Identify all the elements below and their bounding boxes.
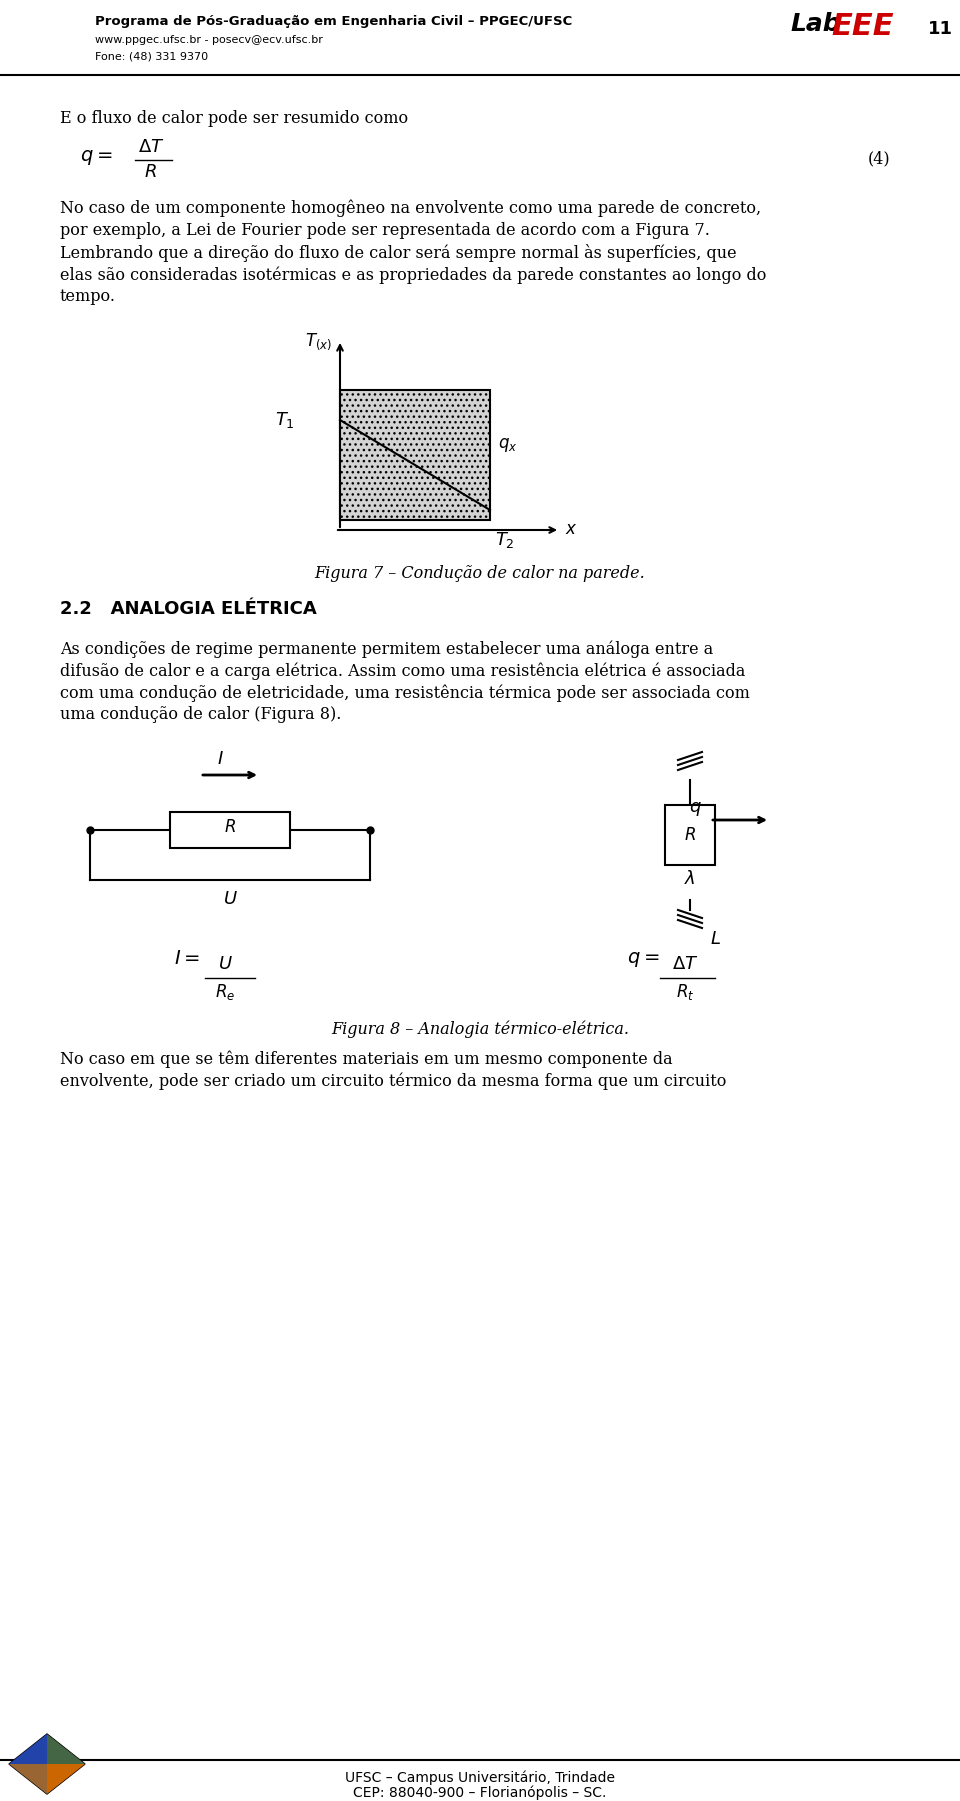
- Text: Programa de Pós-Graduação em Engenharia Civil – PPGEC/UFSC: Programa de Pós-Graduação em Engenharia …: [95, 14, 572, 29]
- Text: com uma condução de eletricidade, uma resistência térmica pode ser associada com: com uma condução de eletricidade, uma re…: [60, 684, 750, 702]
- Text: por exemplo, a Lei de Fourier pode ser representada de acordo com a Figura 7.: por exemplo, a Lei de Fourier pode ser r…: [60, 222, 709, 240]
- Text: $R$: $R$: [144, 164, 156, 180]
- Text: elas são consideradas isotérmicas e as propriedades da parede constantes ao long: elas são consideradas isotérmicas e as p…: [60, 267, 766, 283]
- Text: $q_x$: $q_x$: [498, 436, 517, 454]
- Text: EEE: EEE: [831, 13, 894, 41]
- Text: $q$: $q$: [688, 800, 702, 818]
- Text: No caso em que se têm diferentes materiais em um mesmo componente da: No caso em que se têm diferentes materia…: [60, 1050, 673, 1068]
- Bar: [665, 805, 715, 864]
- Polygon shape: [9, 1734, 85, 1794]
- Text: $\Delta T$: $\Delta T$: [672, 955, 698, 973]
- Text: $\Delta T$: $\Delta T$: [138, 139, 164, 157]
- Text: $q =$: $q =$: [80, 148, 112, 167]
- Text: Lab: Lab: [790, 13, 841, 36]
- Text: uma condução de calor (Figura 8).: uma condução de calor (Figura 8).: [60, 706, 342, 722]
- Text: difusão de calor e a carga elétrica. Assim como uma resistência elétrica é assoc: difusão de calor e a carga elétrica. Ass…: [60, 663, 745, 679]
- Text: $L$: $L$: [710, 929, 721, 947]
- Text: $T_1$: $T_1$: [275, 411, 295, 430]
- Text: Figura 8 – Analogia térmico-elétrica.: Figura 8 – Analogia térmico-elétrica.: [331, 1019, 629, 1037]
- Text: tempo.: tempo.: [60, 288, 116, 304]
- Text: $R_t$: $R_t$: [676, 982, 694, 1001]
- Text: UFSC – Campus Universitário, Trindade: UFSC – Campus Universitário, Trindade: [345, 1770, 615, 1785]
- Text: $\lambda$: $\lambda$: [684, 870, 696, 888]
- Text: $U$: $U$: [218, 955, 232, 973]
- Text: (4): (4): [868, 149, 890, 167]
- Text: $R_e$: $R_e$: [215, 982, 235, 1001]
- Text: $R$: $R$: [224, 819, 236, 836]
- Text: $I =$: $I =$: [174, 949, 200, 967]
- Text: envolvente, pode ser criado um circuito térmico da mesma forma que um circuito: envolvente, pode ser criado um circuito …: [60, 1072, 727, 1090]
- Polygon shape: [47, 1734, 85, 1763]
- Text: $R$: $R$: [684, 827, 696, 843]
- Text: As condições de regime permanente permitem estabelecer uma análoga entre a: As condições de regime permanente permit…: [60, 639, 713, 657]
- Text: $q =$: $q =$: [628, 949, 660, 969]
- Text: CEP: 88040-900 – Florianópolis – SC.: CEP: 88040-900 – Florianópolis – SC.: [353, 1785, 607, 1799]
- Bar: [170, 812, 290, 848]
- Polygon shape: [9, 1734, 47, 1763]
- Text: $U$: $U$: [223, 890, 237, 908]
- Text: Lembrando que a direção do fluxo de calor será sempre normal às superfícies, que: Lembrando que a direção do fluxo de calo…: [60, 243, 736, 261]
- Polygon shape: [9, 1763, 47, 1794]
- Text: Figura 7 – Condução de calor na parede.: Figura 7 – Condução de calor na parede.: [315, 566, 645, 582]
- Text: E o fluxo de calor pode ser resumido como: E o fluxo de calor pode ser resumido com…: [60, 110, 408, 128]
- Polygon shape: [47, 1763, 85, 1794]
- Bar: [340, 391, 490, 520]
- Text: $x$: $x$: [565, 522, 577, 538]
- Text: $T_{(x)}$: $T_{(x)}$: [305, 331, 332, 351]
- Text: www.ppgec.ufsc.br - posecv@ecv.ufsc.br: www.ppgec.ufsc.br - posecv@ecv.ufsc.br: [95, 34, 323, 45]
- Text: Fone: (48) 331 9370: Fone: (48) 331 9370: [95, 52, 208, 61]
- Text: No caso de um componente homogêneo na envolvente como uma parede de concreto,: No caso de um componente homogêneo na en…: [60, 200, 761, 218]
- Text: $I$: $I$: [217, 749, 224, 767]
- Text: 2.2   ANALOGIA ELÉTRICA: 2.2 ANALOGIA ELÉTRICA: [60, 600, 317, 618]
- Text: $T_2$: $T_2$: [495, 529, 515, 549]
- Text: 11: 11: [927, 20, 952, 38]
